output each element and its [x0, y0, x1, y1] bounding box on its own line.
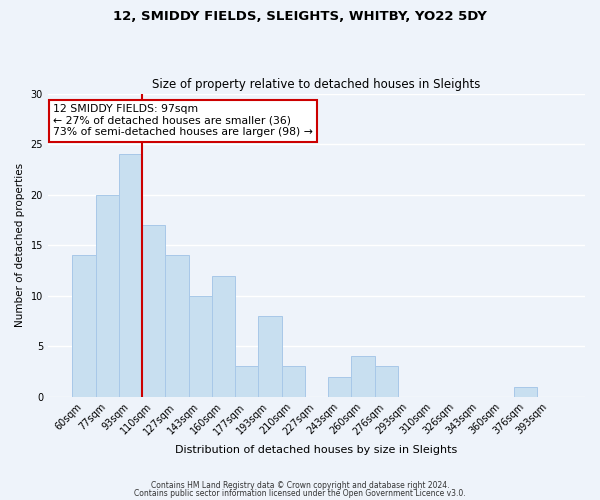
- Text: 12 SMIDDY FIELDS: 97sqm
← 27% of detached houses are smaller (36)
73% of semi-de: 12 SMIDDY FIELDS: 97sqm ← 27% of detache…: [53, 104, 313, 138]
- Text: Contains public sector information licensed under the Open Government Licence v3: Contains public sector information licen…: [134, 488, 466, 498]
- Bar: [235, 366, 259, 397]
- Bar: [352, 356, 374, 397]
- Bar: [142, 225, 166, 397]
- Bar: [328, 376, 352, 397]
- Bar: [188, 296, 212, 397]
- Bar: [259, 316, 281, 397]
- Bar: [514, 386, 538, 397]
- Text: Contains HM Land Registry data © Crown copyright and database right 2024.: Contains HM Land Registry data © Crown c…: [151, 481, 449, 490]
- Text: 12, SMIDDY FIELDS, SLEIGHTS, WHITBY, YO22 5DY: 12, SMIDDY FIELDS, SLEIGHTS, WHITBY, YO2…: [113, 10, 487, 23]
- Y-axis label: Number of detached properties: Number of detached properties: [15, 163, 25, 327]
- Bar: [73, 256, 95, 397]
- Title: Size of property relative to detached houses in Sleights: Size of property relative to detached ho…: [152, 78, 481, 91]
- Bar: [374, 366, 398, 397]
- Bar: [166, 256, 188, 397]
- Bar: [212, 276, 235, 397]
- Bar: [119, 154, 142, 397]
- Bar: [95, 194, 119, 397]
- X-axis label: Distribution of detached houses by size in Sleights: Distribution of detached houses by size …: [175, 445, 458, 455]
- Bar: [281, 366, 305, 397]
